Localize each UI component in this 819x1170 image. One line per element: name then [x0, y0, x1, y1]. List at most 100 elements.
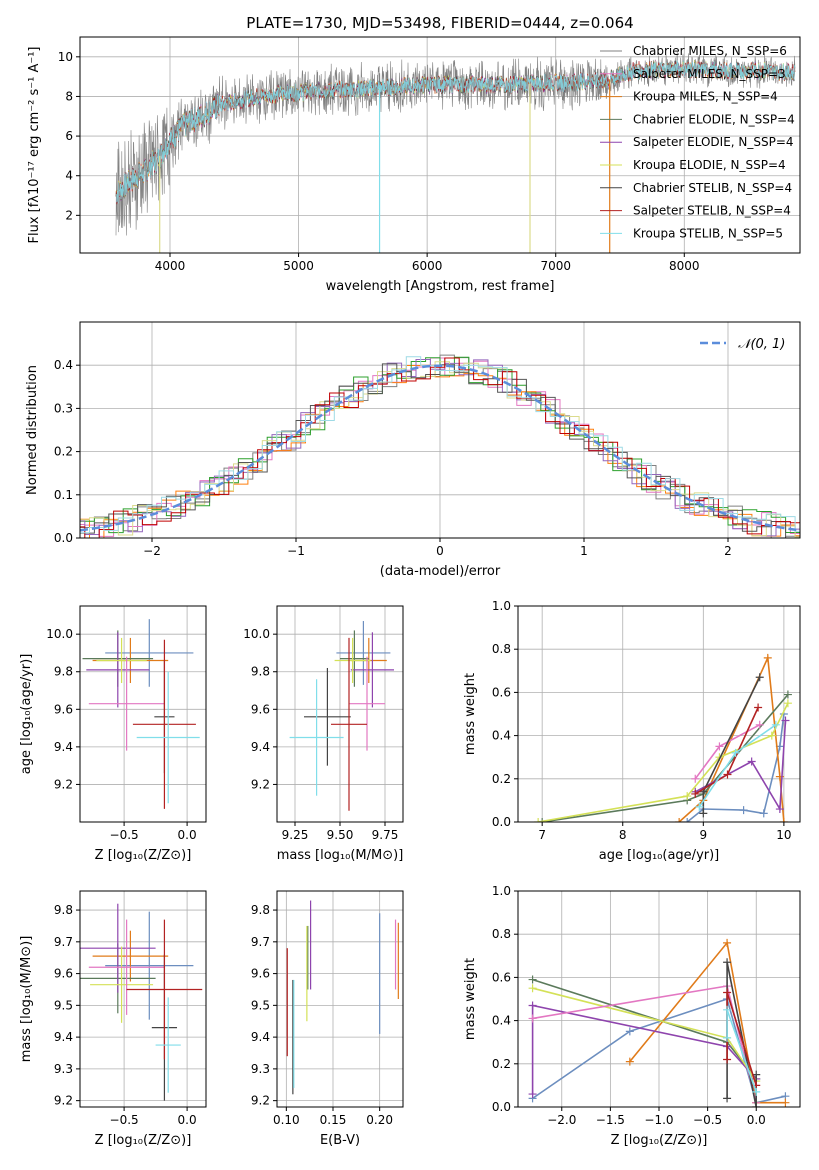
y-tick-label: 9.3	[251, 1062, 270, 1076]
y-axis-label: age [log₁₀(age/yr)]	[19, 654, 34, 775]
y-tick-label: 9.4	[251, 1030, 270, 1044]
x-tick-label: −0.5	[110, 828, 139, 842]
x-tick-label: 10	[776, 828, 791, 842]
mass-weight-marker	[625, 1057, 634, 1066]
y-tick-label: 9.7	[54, 935, 73, 949]
mass-weight-marker	[771, 720, 780, 729]
x-axis-label: wavelength [Angstrom, rest frame]	[326, 279, 555, 294]
mass_vs_ebv-panel: 0.10 0.15 0.20 9.2 9.3 9.4 9.5 9.6 9.7 9.8 E(B-V)	[251, 890, 404, 1148]
spectrum-panel: 4000 5000 6000 7000 8000 2 4 6 8 10 wavelength [An…	[27, 36, 801, 294]
histogram-steps	[80, 356, 800, 534]
y-tick-label: 8	[65, 89, 73, 103]
mass-weight-marker	[625, 1027, 634, 1036]
y-tick-label: 9.5	[251, 998, 270, 1012]
x-tick-label: 9.50	[327, 828, 354, 842]
mass-weight-marker	[538, 818, 547, 822]
mass_weight_vs_age-panel: 7 8 9 10 0.0 0.2 0.4 0.6 0.8 1.0 age [log₁₀(age/yr…	[463, 599, 801, 863]
y-tick-label: 0.2	[492, 1057, 511, 1071]
mass-weight-marker	[534, 818, 543, 822]
mass-weight-marker	[775, 805, 784, 814]
y-tick-label: 0.2	[54, 445, 73, 459]
mass-weight-marker	[759, 809, 768, 818]
legend-label: Chabrier MILES, N_SSP=6	[633, 44, 787, 58]
y-tick-label: 0.2	[492, 772, 511, 786]
legend-label: Chabrier STELIB, N_SSP=4	[633, 181, 792, 195]
axes-frame	[276, 890, 404, 1108]
axes-frame	[79, 605, 207, 823]
mass-weight-marker	[723, 1055, 732, 1064]
mass-weight-marker	[691, 774, 700, 783]
mass-weight-marker	[781, 1098, 790, 1107]
mass-weight-marker	[723, 958, 732, 967]
x-tick-label: 0.0	[747, 1113, 766, 1127]
x-axis-label: Z [log₁₀(Z/Z⊙)]	[95, 1133, 192, 1148]
y-tick-label: 9.2	[54, 777, 73, 791]
mass-weight-marker	[763, 653, 772, 662]
y-axis-label: Normed distribution	[25, 365, 40, 495]
x-tick-label: 0.0	[178, 1113, 197, 1127]
y-tick-label: 9.6	[54, 967, 73, 981]
y-tick-label: 0.4	[492, 1014, 511, 1028]
mass-weight-marker	[723, 1033, 732, 1042]
mass-weight-marker	[783, 699, 792, 708]
y-tick-label: 9.2	[251, 777, 270, 791]
y-tick-label: 9.4	[54, 740, 73, 754]
legend-label: Chabrier ELODIE, N_SSP=4	[633, 112, 795, 126]
mass-weight-marker	[699, 809, 708, 818]
x-tick-label: 6000	[412, 259, 443, 273]
axes-frame	[79, 890, 207, 1108]
x-axis-label: E(B-V)	[320, 1133, 360, 1148]
mass-weight-marker	[767, 731, 776, 740]
x-tick-label: 0.15	[320, 1113, 347, 1127]
y-tick-label: 1.0	[492, 599, 511, 613]
mass-weight-marker	[752, 1103, 761, 1107]
age_vs_Z-panel: −0.5 0.0 9.2 9.4 9.6 9.8 10.0 Z [log₁₀(Z/Z⊙)] ag…	[19, 605, 207, 863]
mass-weight-marker	[723, 770, 732, 779]
y-axis-label: mass [log₁₀(M/M⊙)]	[19, 936, 34, 1063]
mass-weight-marker	[528, 975, 537, 984]
y-tick-label: 10	[58, 50, 73, 64]
y-tick-label: 0.3	[54, 401, 73, 415]
mass-weight-marker	[747, 757, 756, 766]
x-tick-label: 8	[619, 828, 627, 842]
mass-weight-marker	[723, 938, 732, 947]
y-tick-label: 9.6	[54, 702, 73, 716]
y-tick-label: 9.4	[251, 740, 270, 754]
x-axis-label: Z [log₁₀(Z/Z⊙)]	[95, 848, 192, 863]
legend-label: Salpeter ELODIE, N_SSP=4	[633, 135, 794, 149]
x-tick-label: 7000	[540, 259, 571, 273]
mass-weight-marker	[754, 703, 763, 712]
y-tick-label: 0.6	[492, 685, 511, 699]
mass-weight-line	[531, 1004, 757, 1094]
mass-weight-marker	[752, 1087, 761, 1096]
x-tick-label: 1	[580, 544, 588, 558]
legend-label: Kroupa STELIB, N_SSP=5	[633, 226, 783, 240]
y-tick-label: 9.4	[54, 1030, 73, 1044]
mass-weight-marker	[731, 748, 740, 757]
y-tick-label: 0.0	[492, 815, 511, 829]
legend-label: Salpeter STELIB, N_SSP=4	[633, 204, 791, 218]
axes-frame	[79, 36, 801, 254]
mass-weight-marker	[695, 802, 704, 811]
mass-weight-marker	[683, 818, 692, 822]
mass-weight-marker	[528, 1001, 537, 1010]
mass-weight-marker	[715, 742, 724, 751]
mass-weight-marker	[739, 806, 748, 815]
x-tick-label: −2	[143, 544, 161, 558]
y-axis-label: Flux [fλ10⁻¹⁷ erg cm⁻² s⁻¹ A⁻¹]	[27, 47, 42, 244]
x-tick-label: −0.5	[110, 1113, 139, 1127]
y-tick-label: 2	[65, 208, 73, 222]
y-axis-label: mass weight	[463, 673, 478, 755]
model-line	[115, 60, 796, 204]
y-tick-label: 0.0	[492, 1100, 511, 1114]
y-tick-label: 9.8	[251, 903, 270, 917]
figure-title: PLATE=1730, MJD=53498, FIBERID=0444, z=0…	[246, 14, 633, 32]
x-tick-label: −1.0	[644, 1113, 673, 1127]
x-tick-label: 9	[699, 828, 707, 842]
y-tick-label: 0.8	[492, 927, 511, 941]
mass-weight-marker	[675, 818, 684, 822]
x-tick-label: 0.10	[273, 1113, 300, 1127]
axes-frame	[276, 605, 404, 823]
axes-frame	[517, 890, 801, 1108]
